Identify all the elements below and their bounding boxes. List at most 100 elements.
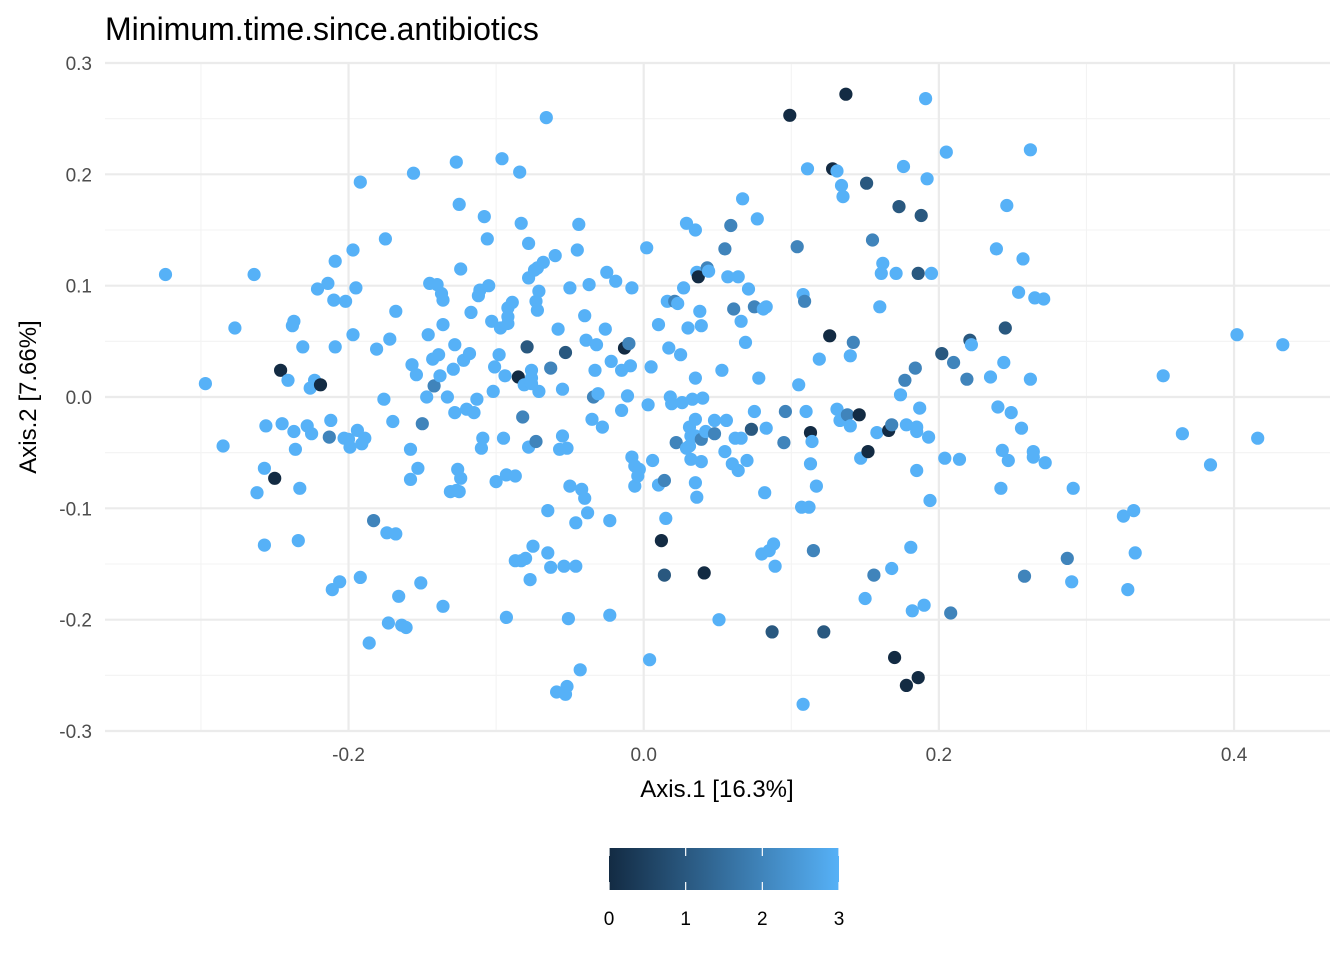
- data-point: [796, 697, 810, 711]
- data-point: [846, 335, 860, 349]
- data-point: [381, 616, 395, 630]
- data-points: [158, 87, 1290, 711]
- data-point: [403, 472, 418, 486]
- data-point: [1000, 198, 1014, 213]
- data-point: [541, 546, 555, 560]
- data-point: [523, 573, 537, 587]
- data-point: [392, 589, 406, 603]
- data-point: [684, 452, 698, 466]
- data-point: [696, 391, 710, 405]
- data-point: [406, 166, 421, 180]
- data-point: [758, 486, 772, 500]
- data-point: [889, 266, 903, 280]
- data-point: [834, 178, 849, 193]
- data-point: [840, 408, 855, 422]
- data-point: [852, 408, 866, 422]
- data-point: [1121, 583, 1135, 597]
- y-axis-ticks: -0.3 -0.2 -0.1 0.0 0.1 0.2 0.3: [59, 54, 92, 743]
- x-axis-ticks: -0.2 0.0 0.2 0.4: [332, 745, 1248, 766]
- data-point: [414, 576, 428, 590]
- data-point: [389, 304, 403, 318]
- data-point: [734, 314, 748, 328]
- data-point: [557, 559, 571, 573]
- data-point: [247, 267, 261, 282]
- data-point: [830, 164, 844, 178]
- data-point: [563, 281, 577, 295]
- data-point: [923, 493, 937, 508]
- data-point: [777, 436, 791, 450]
- data-point: [677, 281, 691, 295]
- data-point: [464, 305, 478, 319]
- data-point: [573, 663, 587, 677]
- data-point: [578, 309, 592, 323]
- data-point: [861, 445, 875, 459]
- data-point: [675, 396, 689, 410]
- data-point: [697, 566, 711, 580]
- data-point: [1116, 509, 1130, 523]
- data-point: [654, 534, 669, 548]
- y-tick-label: -0.2: [59, 611, 92, 632]
- x-tick-label: 0.0: [630, 745, 656, 766]
- data-point: [765, 625, 779, 639]
- data-point: [1023, 143, 1037, 157]
- data-point: [377, 392, 391, 406]
- data-point: [516, 410, 530, 424]
- data-point: [1230, 328, 1244, 342]
- data-point: [910, 424, 924, 439]
- data-point: [914, 208, 928, 223]
- data-point: [496, 431, 511, 445]
- data-point: [569, 559, 583, 573]
- data-point: [741, 282, 756, 296]
- data-point: [707, 413, 722, 427]
- data-point: [643, 653, 657, 667]
- data-point: [702, 264, 716, 278]
- data-point: [432, 348, 446, 362]
- data-point: [257, 461, 271, 475]
- data-point: [604, 354, 618, 368]
- data-point: [908, 361, 922, 375]
- data-point: [899, 418, 914, 432]
- data-point: [313, 378, 328, 392]
- data-point: [905, 604, 919, 618]
- data-point: [939, 145, 953, 159]
- data-point: [919, 92, 933, 106]
- data-point: [904, 540, 918, 554]
- data-point: [665, 397, 679, 411]
- data-point: [803, 457, 818, 471]
- data-point: [731, 270, 745, 284]
- colorbar-tick-label: 1: [680, 909, 691, 930]
- data-point: [960, 372, 974, 386]
- data-point: [595, 420, 610, 434]
- data-point: [750, 212, 764, 226]
- data-point: [998, 321, 1012, 335]
- data-point: [860, 176, 874, 190]
- data-point: [734, 431, 748, 445]
- data-point: [274, 363, 288, 377]
- data-point: [938, 451, 952, 465]
- data-point: [873, 300, 887, 314]
- data-point: [532, 284, 546, 298]
- data-point: [759, 421, 773, 435]
- data-point: [322, 430, 336, 444]
- data-point: [454, 471, 468, 485]
- data-point: [591, 387, 605, 401]
- color-legend: 0 1 2 3: [604, 848, 844, 930]
- y-tick-label: 0.0: [66, 388, 92, 409]
- data-point: [411, 461, 425, 475]
- data-point: [623, 359, 638, 373]
- data-point: [448, 338, 462, 352]
- data-point: [671, 296, 685, 311]
- data-point: [983, 370, 998, 384]
- data-point: [522, 236, 536, 250]
- data-point: [358, 431, 372, 445]
- data-point: [920, 172, 934, 186]
- data-point: [555, 429, 570, 443]
- data-point: [544, 560, 558, 574]
- data-point: [874, 266, 888, 280]
- data-point: [682, 439, 697, 453]
- data-point: [1012, 285, 1026, 299]
- data-point: [885, 418, 899, 432]
- data-point: [858, 591, 872, 606]
- data-point: [378, 232, 392, 246]
